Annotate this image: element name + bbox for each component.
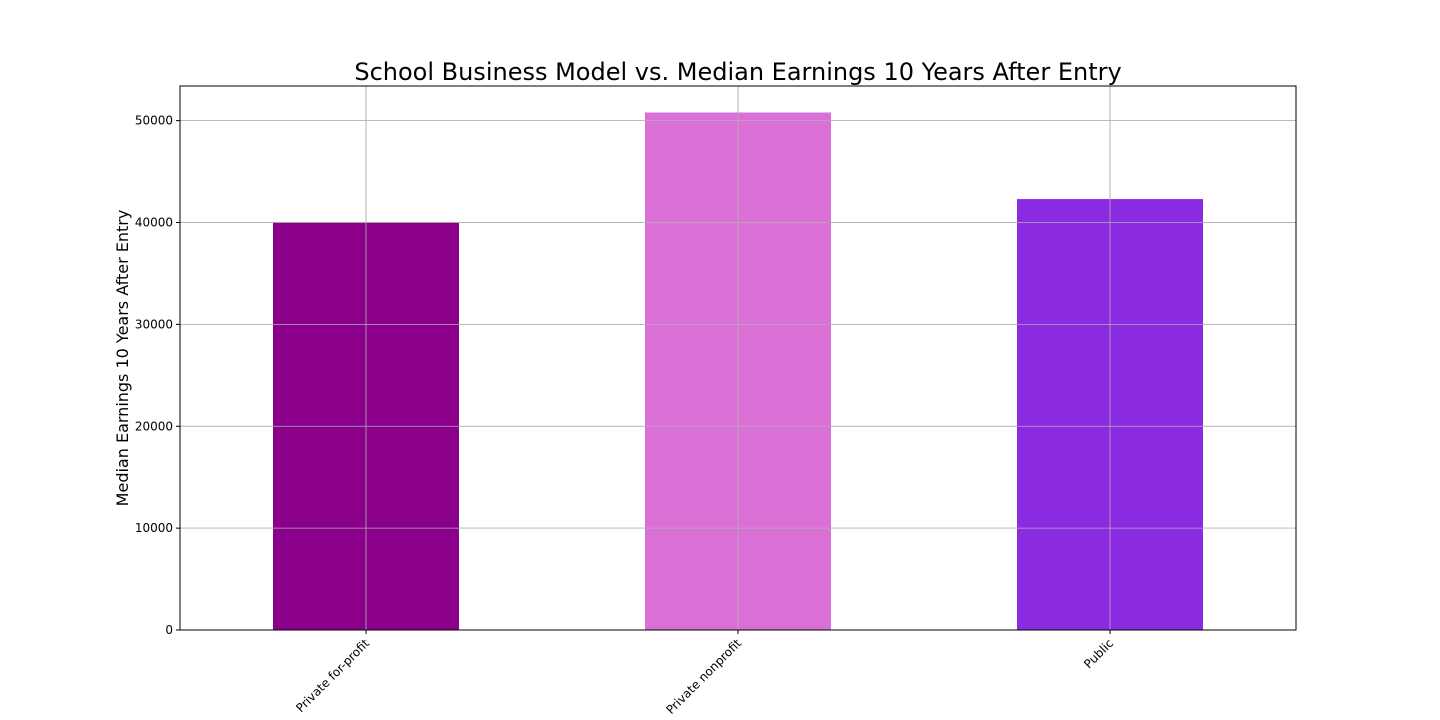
y-tick-label: 20000 [135, 419, 173, 433]
y-axis-ticks: 0 10000 20000 30000 40000 50000 [135, 114, 180, 637]
y-axis-label: Median Earnings 10 Years After Entry [113, 210, 132, 507]
x-axis-ticks: Private for-profit Private nonprofit Publi… [293, 630, 1116, 717]
x-tick-label: Public [1081, 636, 1116, 671]
x-gridlines-over-bars [365, 86, 1111, 630]
y-tick-label: 0 [165, 623, 173, 637]
x-tick-label: Private for-profit [293, 636, 372, 715]
y-tick-label: 50000 [135, 114, 173, 128]
x-tick-label: Private nonprofit [663, 636, 744, 717]
chart-title: School Business Model vs. Median Earning… [354, 58, 1121, 86]
y-gridlines-over-bars [180, 120, 1296, 529]
y-tick-label: 10000 [135, 521, 173, 535]
y-tick-label: 30000 [135, 317, 173, 331]
y-tick-label: 40000 [135, 216, 173, 230]
